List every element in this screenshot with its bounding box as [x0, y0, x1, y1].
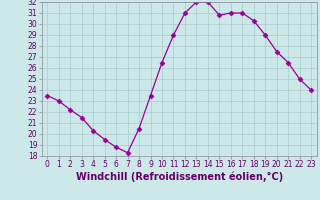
X-axis label: Windchill (Refroidissement éolien,°C): Windchill (Refroidissement éolien,°C): [76, 172, 283, 182]
